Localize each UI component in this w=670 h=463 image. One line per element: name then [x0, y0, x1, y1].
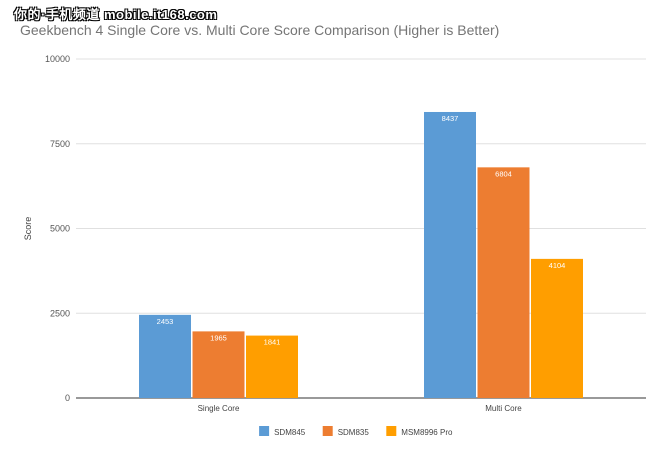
legend-label: MSM8996 Pro [401, 428, 453, 437]
data-label: 2453 [157, 317, 174, 326]
x-tick-label: Multi Core [485, 404, 522, 413]
data-label: 4104 [549, 261, 566, 270]
legend-label: SDM845 [274, 428, 306, 437]
legend-swatch [259, 426, 270, 436]
bar-msm8996-pro [531, 258, 583, 398]
bar-sdm845 [424, 111, 476, 398]
x-tick-label: Single Core [198, 404, 240, 413]
y-tick-label: 5000 [50, 224, 70, 234]
watermark-text: 你的·手机频道 mobile.it168.com [14, 7, 218, 22]
y-tick-label: 7500 [50, 139, 70, 149]
legend-swatch [322, 426, 333, 436]
bar-sdm835 [192, 331, 245, 398]
y-axis-label: Score [23, 217, 33, 241]
y-tick-label: 0 [65, 393, 70, 403]
data-label: 1965 [210, 333, 227, 342]
y-tick-label: 2500 [50, 308, 70, 318]
bar-msm8996-pro [246, 335, 298, 398]
data-label: 1841 [264, 338, 281, 347]
bar-sdm845 [139, 314, 191, 398]
data-label: 8437 [442, 114, 459, 123]
y-tick-label: 10000 [45, 54, 70, 64]
legend-swatch [386, 426, 397, 436]
bar-sdm835 [477, 167, 530, 398]
legend-label: SDM835 [338, 428, 370, 437]
data-label: 6804 [495, 169, 512, 178]
chart-title: Geekbench 4 Single Core vs. Multi Core S… [20, 22, 500, 38]
